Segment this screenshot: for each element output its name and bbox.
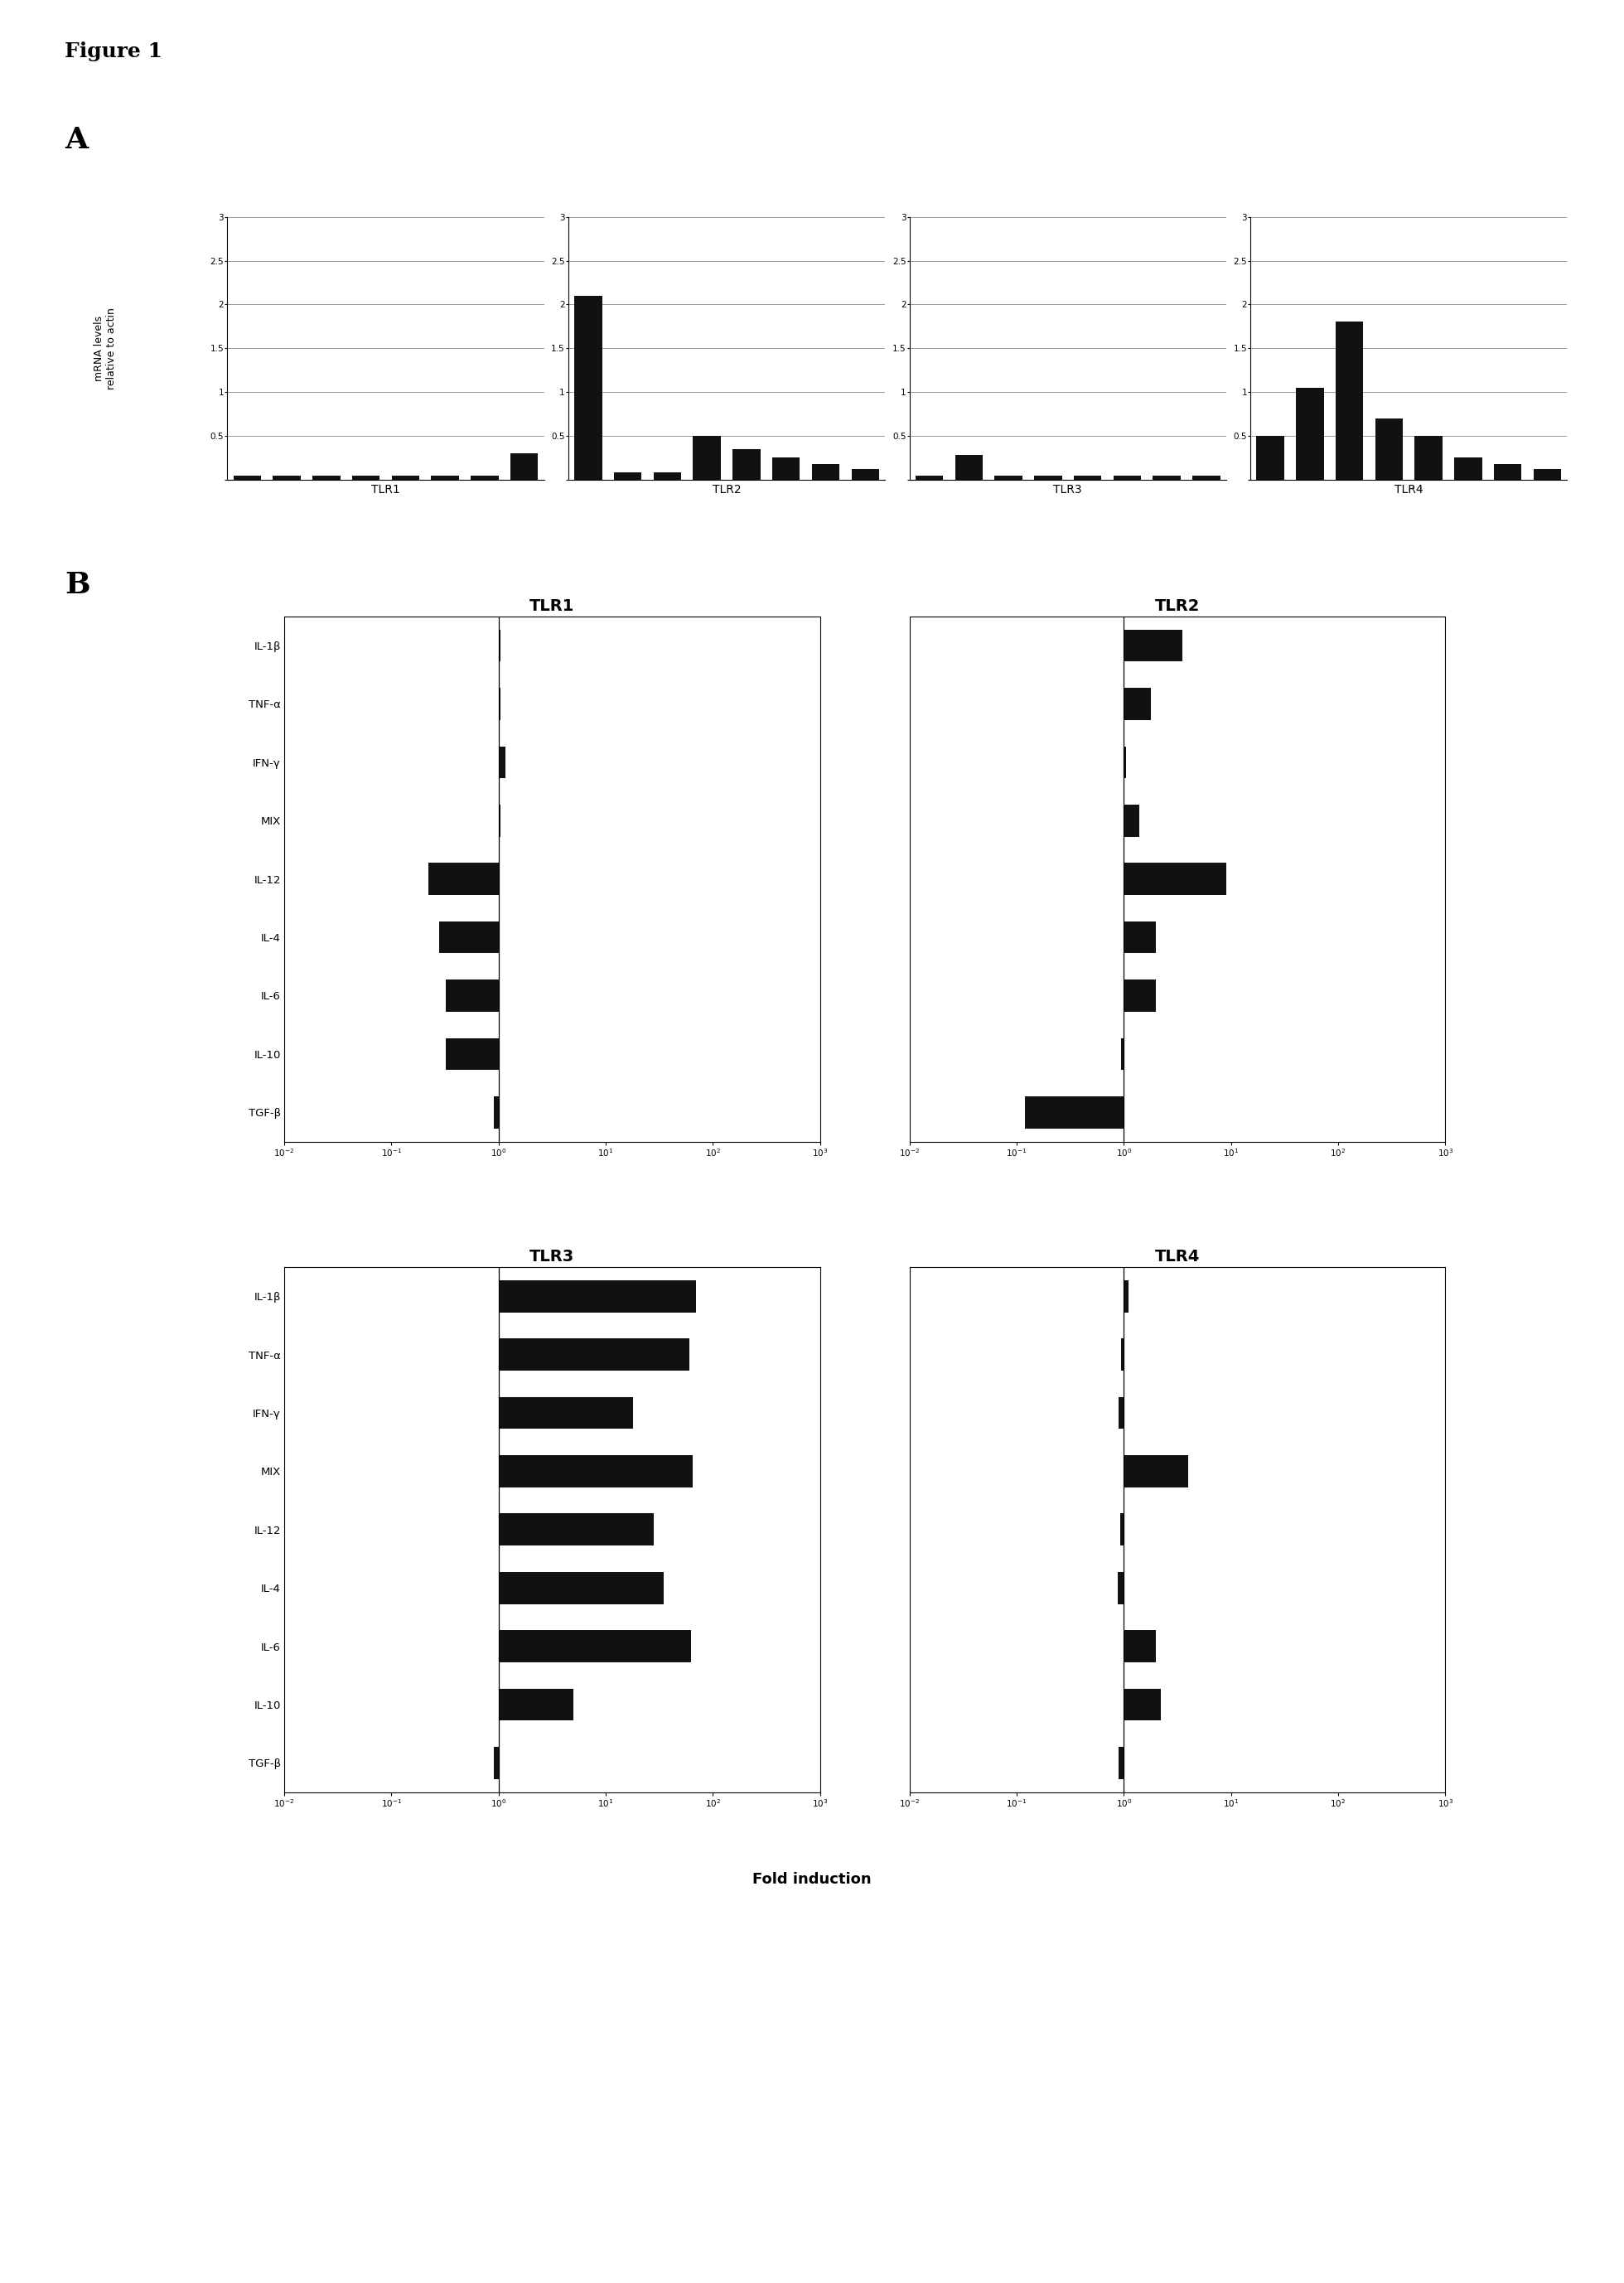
Bar <box>575 297 603 479</box>
Bar <box>1124 1630 1156 1662</box>
X-axis label: TLR2: TLR2 <box>713 484 741 495</box>
Bar <box>1153 475 1181 479</box>
Text: Fold induction: Fold induction <box>752 1872 872 1888</box>
Title: TLR3: TLR3 <box>529 1249 575 1265</box>
Bar <box>1455 457 1483 479</box>
Bar <box>1124 979 1156 1011</box>
Bar <box>391 475 419 479</box>
Bar <box>499 1338 689 1370</box>
Title: TLR4: TLR4 <box>1155 1249 1200 1265</box>
Bar <box>432 475 460 479</box>
Bar <box>234 475 261 479</box>
Bar <box>1124 687 1151 719</box>
X-axis label: TLR3: TLR3 <box>1054 484 1082 495</box>
Bar <box>499 747 505 779</box>
Bar <box>499 630 500 662</box>
Bar <box>1119 1397 1124 1429</box>
Bar <box>494 1096 499 1128</box>
Bar <box>851 468 879 479</box>
Bar <box>1124 1689 1161 1721</box>
Bar <box>693 436 721 479</box>
Bar <box>1124 1281 1129 1313</box>
Bar <box>812 463 840 479</box>
Text: Figure 1: Figure 1 <box>65 41 162 62</box>
Bar <box>732 450 760 479</box>
Bar <box>1415 436 1442 479</box>
Bar <box>1117 1573 1124 1605</box>
Text: A: A <box>65 126 88 153</box>
Bar <box>1296 388 1324 479</box>
Bar <box>499 804 500 836</box>
Bar <box>440 922 499 954</box>
Bar <box>1192 475 1220 479</box>
Bar <box>499 1630 690 1662</box>
Bar <box>445 1039 499 1071</box>
Text: mRNA levels
relative to actin: mRNA levels relative to actin <box>94 308 117 388</box>
Bar <box>499 1514 654 1546</box>
Bar <box>352 475 380 479</box>
Bar <box>494 1746 499 1778</box>
Bar <box>1124 747 1125 779</box>
Bar <box>653 473 680 479</box>
Bar <box>614 473 641 479</box>
Bar <box>1533 468 1561 479</box>
Bar <box>916 475 944 479</box>
X-axis label: TLR1: TLR1 <box>372 484 400 495</box>
Bar <box>1073 475 1101 479</box>
Title: TLR2: TLR2 <box>1155 598 1200 614</box>
Bar <box>1119 1746 1124 1778</box>
Bar <box>1034 475 1062 479</box>
Bar <box>429 863 499 895</box>
Bar <box>1376 418 1403 479</box>
Title: TLR1: TLR1 <box>529 598 575 614</box>
Bar <box>445 979 499 1011</box>
Bar <box>499 1689 573 1721</box>
Bar <box>955 454 983 479</box>
Bar <box>1122 1039 1124 1071</box>
Bar <box>471 475 499 479</box>
Bar <box>499 1454 693 1486</box>
Bar <box>1124 804 1140 836</box>
Text: B: B <box>65 571 91 598</box>
Bar <box>1124 1454 1189 1486</box>
Bar <box>1124 863 1226 895</box>
Bar <box>1121 1514 1124 1546</box>
Bar <box>1025 1096 1124 1128</box>
Bar <box>1257 436 1285 479</box>
Bar <box>510 452 538 479</box>
Bar <box>273 475 300 479</box>
Bar <box>499 1397 633 1429</box>
Bar <box>312 475 339 479</box>
Bar <box>1114 475 1142 479</box>
X-axis label: TLR4: TLR4 <box>1395 484 1423 495</box>
Bar <box>499 1281 697 1313</box>
Bar <box>773 457 801 479</box>
Bar <box>1122 1338 1124 1370</box>
Bar <box>1124 922 1156 954</box>
Bar <box>499 1573 664 1605</box>
Bar <box>994 475 1021 479</box>
Bar <box>1494 463 1522 479</box>
Bar <box>1335 322 1363 479</box>
Bar <box>499 687 500 719</box>
Bar <box>1124 630 1182 662</box>
